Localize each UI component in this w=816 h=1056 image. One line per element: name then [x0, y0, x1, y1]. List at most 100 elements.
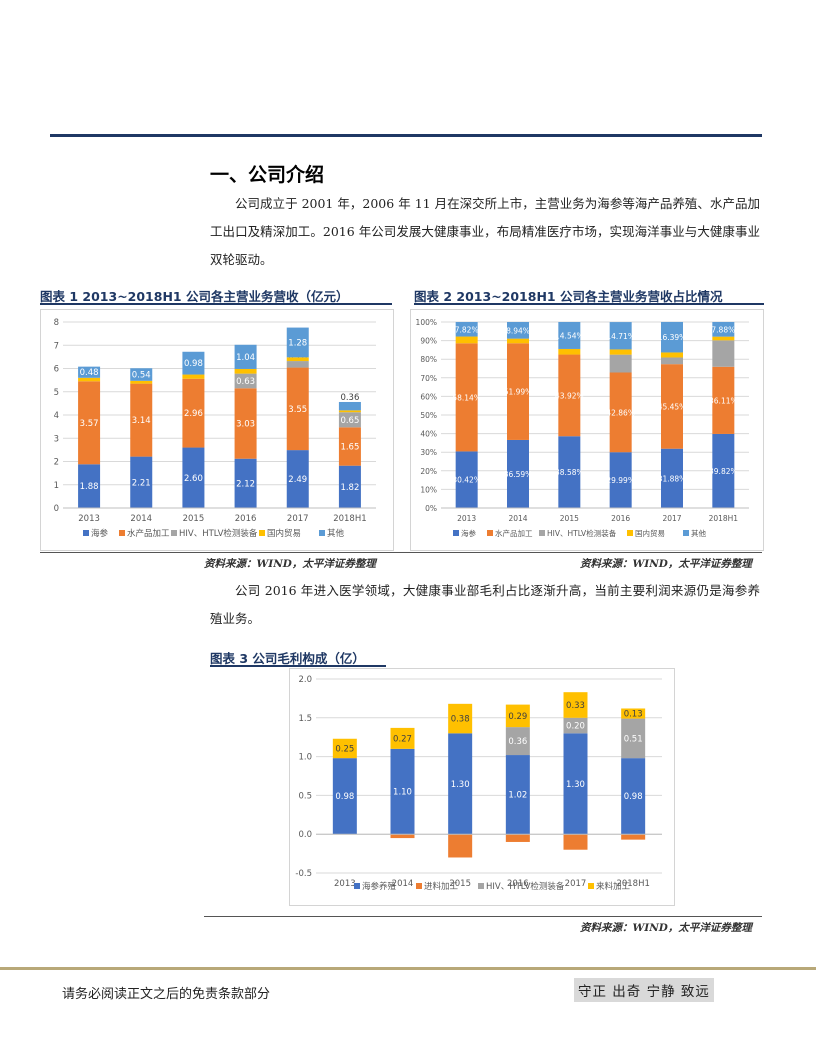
bar-segment [286, 450, 309, 508]
y-tick-label: 2 [54, 458, 59, 468]
bar-segment [332, 738, 357, 759]
bar-segment [455, 322, 478, 337]
bar-segment [563, 692, 588, 718]
bar-segment [234, 373, 257, 389]
bar-segment [661, 352, 683, 358]
data-label: 8.94% [506, 326, 530, 335]
data-label: 58.14% [452, 393, 481, 402]
data-label: 14.54% [555, 331, 584, 340]
bar-segment [78, 464, 101, 508]
bar-segment [455, 451, 478, 508]
bar-segment [505, 755, 530, 835]
y-tick-label: 30% [420, 448, 437, 457]
data-label: 30.42% [452, 476, 481, 485]
data-label: 0.29 [508, 712, 527, 722]
legend-entry: HIV、HTLV检测装备 [179, 528, 258, 539]
bar-segment [505, 727, 530, 756]
y-tick-label: -0.5 [295, 869, 312, 879]
legend-entry: 水产品加工 [127, 528, 170, 539]
data-label: 29.99% [606, 476, 635, 485]
bar-segment [558, 436, 581, 508]
intro-paragraph: 公司成立于 2001 年，2006 年 11 月在深交所上市，主营业务为海参等海… [210, 196, 760, 267]
figure-2-rule [414, 303, 764, 305]
bar-segment [712, 366, 735, 434]
data-label: 0.98 [624, 792, 643, 802]
bar-segment [338, 427, 361, 466]
data-label: 3.55 [288, 405, 307, 415]
bar-segment [661, 357, 683, 365]
bar-segment [507, 343, 529, 440]
y-tick-label: 20% [420, 467, 437, 476]
bar-segment [338, 410, 361, 413]
data-label: 0.98 [335, 792, 354, 802]
data-label: 31.88% [658, 474, 687, 483]
data-label: 2.12 [236, 479, 255, 489]
bar-segment [558, 348, 581, 355]
legend-entry: 国内贸易 [267, 528, 301, 539]
bar-segment [338, 465, 361, 508]
x-tick-label: 2017 [287, 514, 309, 524]
data-label: 51.99% [504, 388, 533, 397]
bar-segment [505, 834, 530, 842]
bar-segment [609, 452, 632, 508]
data-label: 0.63 [236, 377, 255, 387]
bar-segment [712, 321, 735, 337]
y-tick-label: 5 [54, 388, 59, 398]
data-label: 7.82% [455, 325, 479, 334]
x-tick-label: 2018H1 [333, 514, 366, 524]
legend-entry: 水产品加工 [495, 528, 533, 538]
footer-slogan: 守正 出奇 宁静 致远 [574, 978, 714, 1002]
y-tick-label: 2.0 [298, 675, 312, 685]
bar-segment [286, 357, 309, 362]
data-label: 0.54 [132, 371, 151, 381]
y-tick-label: 70% [420, 374, 437, 383]
figure-1-title: 图表 1 2013~2018H1 公司各主营业务营收（亿元） [40, 289, 349, 304]
data-label: 36.11% [709, 396, 738, 405]
figure-1-source: 资料来源：WIND，太平洋证券整理 [204, 558, 376, 570]
figure-1-chart: 0 1 2 3 4 5 6 7 8 1.88 3.57 0.48 2013 2.21 3.14 0.54 201… [40, 309, 394, 551]
revenue-chart-svg: 0 1 2 3 4 5 6 7 8 1.88 3.57 0.48 2013 2.21 3.14 0.54 201… [54, 318, 376, 539]
figure-2-source: 资料来源：WIND，太平洋证券整理 [580, 558, 752, 570]
data-label: 0.33 [566, 701, 585, 711]
legend-entry: 海参养殖 [362, 881, 397, 892]
x-tick-label: 2013 [457, 514, 476, 523]
share-chart-svg: 0% 10% 20% 30% 40% 50% 60% 70% 80% 90% 100% 30.42% 5… [416, 318, 749, 538]
bar-segment [661, 448, 683, 508]
figure-3-chart: -0.5 0.0 0.5 1.0 1.5 2.0 0.98 0.25 2013 1.10 0.27 2… [289, 668, 675, 906]
bar-segment [78, 381, 101, 465]
data-label: 0.25 [335, 744, 354, 754]
health-paragraph: 公司 2016 年进入医学领域，大健康事业部毛利占比逐渐升高，当前主要利润来源仍… [210, 583, 760, 626]
bar-segment [712, 433, 735, 508]
x-tick-label: 2014 [392, 879, 414, 889]
data-label: 0.38 [451, 715, 470, 725]
legend-swatch [627, 530, 633, 536]
figure-12-bottom-rule [40, 552, 762, 553]
bar-segment [182, 374, 205, 379]
bar-segment [130, 383, 153, 457]
y-tick-label: 7 [54, 341, 59, 351]
bar-segment [563, 834, 588, 850]
data-label: 0.48 [80, 368, 99, 378]
y-tick-label: 100% [416, 318, 437, 327]
legend-entry: 海参 [461, 528, 476, 538]
bar-segment [234, 368, 257, 374]
bar-segment [609, 349, 632, 355]
bar-segment [712, 336, 735, 341]
bar-segment [234, 458, 257, 508]
data-label: 39.82% [709, 467, 738, 476]
y-tick-label: 8 [54, 318, 59, 328]
legend-swatch [588, 883, 594, 889]
legend-swatch [119, 530, 125, 536]
bar-segment [661, 321, 683, 353]
x-tick-label: 2018H1 [709, 514, 739, 523]
x-tick-label: 2016 [611, 514, 630, 523]
header-rule [50, 134, 762, 137]
data-label: 42.86% [606, 408, 635, 417]
x-tick-label: 2018H1 [616, 879, 649, 889]
y-tick-label: 1 [54, 481, 59, 491]
y-tick-label: 0 [54, 504, 59, 514]
data-label: 1.02 [508, 791, 527, 801]
bar-segment [507, 439, 529, 508]
legend-swatch [683, 530, 689, 536]
y-tick-label: 1.5 [298, 714, 312, 724]
